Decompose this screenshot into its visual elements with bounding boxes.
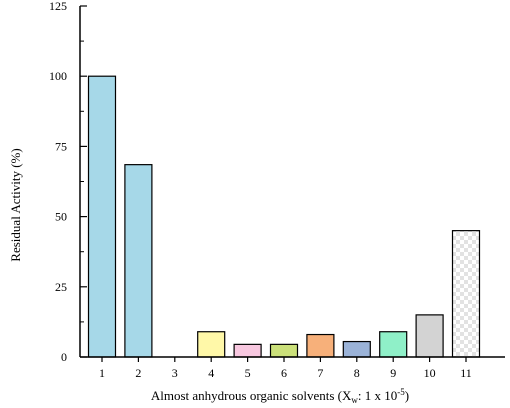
bar-7 xyxy=(306,333,335,358)
x-tick-label-6: 6 xyxy=(281,366,287,380)
bar-4 xyxy=(197,331,226,358)
x-tick-label-7: 7 xyxy=(317,366,323,380)
x-tick-label-1: 1 xyxy=(99,366,105,380)
y-tick-label-75: 75 xyxy=(55,139,67,153)
x-tick-label-10: 10 xyxy=(424,366,436,380)
y-tick-label-50: 50 xyxy=(55,210,67,224)
y-tick-label-125: 125 xyxy=(49,0,67,13)
x-tick-label-8: 8 xyxy=(354,366,360,380)
bar-10 xyxy=(415,314,444,358)
bar-5 xyxy=(233,343,262,358)
x-tick-label-3: 3 xyxy=(172,366,178,380)
x-axis-title-mid: : 1 x 10 xyxy=(358,388,397,403)
bar-1 xyxy=(87,75,117,358)
x-tick-label-11: 11 xyxy=(460,366,472,380)
x-tick-label-9: 9 xyxy=(390,366,396,380)
y-ticks-group: 0 25 50 75 100 125 xyxy=(49,0,87,364)
x-ticks-group: 1 2 3 4 5 6 7 8 9 10 11 xyxy=(99,357,472,380)
y-tick-label-25: 25 xyxy=(55,280,67,294)
x-axis-title-end: ) xyxy=(405,388,409,403)
y-axis-title: Residual Activity (%) xyxy=(8,148,23,261)
bar-9 xyxy=(379,331,408,358)
bar-2 xyxy=(124,164,153,358)
x-axis-title-main: Almost anhydrous organic solvents (X xyxy=(151,388,352,403)
bar-6 xyxy=(269,343,299,358)
x-tick-label-4: 4 xyxy=(208,366,214,380)
x-tick-label-5: 5 xyxy=(245,366,251,380)
bar-8 xyxy=(342,340,371,358)
x-tick-label-2: 2 xyxy=(135,366,141,380)
x-axis-title-sub: w xyxy=(351,395,358,405)
y-tick-label-100: 100 xyxy=(49,69,67,83)
y-tick-label-0: 0 xyxy=(61,350,67,364)
x-axis-title-sup: -5 xyxy=(397,387,405,397)
bar-11 xyxy=(451,230,481,358)
x-axis-title: Almost anhydrous organic solvents (Xw: 1… xyxy=(151,387,409,405)
bars-group xyxy=(87,75,481,358)
